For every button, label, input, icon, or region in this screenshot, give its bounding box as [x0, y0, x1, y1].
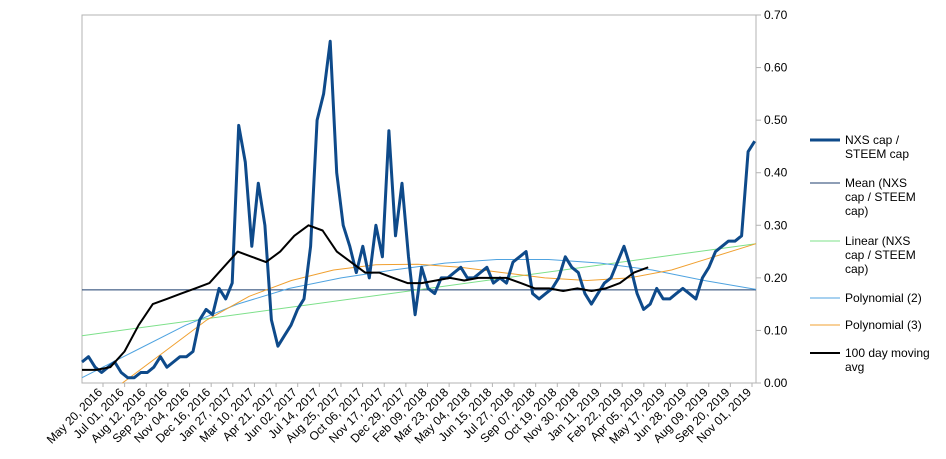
- legend-label: cap / STEEM: [845, 190, 916, 204]
- series-line-5: [82, 224, 649, 371]
- series-line-0: [81, 39, 756, 380]
- plot-border: [81, 14, 757, 384]
- series-line-4: [122, 243, 757, 384]
- y-tick-label: 0.20: [764, 271, 788, 285]
- legend-label: Linear (NXS: [845, 234, 910, 248]
- y-tick-label: 0.50: [764, 113, 788, 127]
- legend-label: STEEM cap: [845, 147, 909, 161]
- legend-label: cap): [845, 204, 868, 218]
- legend-label: Polynomial (3): [845, 318, 922, 332]
- legend-label: Mean (NXS: [845, 176, 907, 190]
- y-tick-label: 0.70: [764, 8, 788, 22]
- legend-label: NXS cap /: [845, 133, 900, 147]
- legend-label: 100 day moving: [845, 346, 930, 360]
- y-tick-label: 0.60: [764, 61, 788, 75]
- plot-area: [81, 14, 757, 384]
- y-tick-label: 0.40: [764, 166, 788, 180]
- legend-label: cap / STEEM: [845, 248, 916, 262]
- y-tick-label: 0.30: [764, 218, 788, 232]
- legend-label: cap): [845, 262, 868, 276]
- y-tick-label: 0.10: [764, 323, 788, 337]
- y-tick-label: 0.00: [764, 376, 788, 390]
- legend-label: Polynomial (2): [845, 291, 922, 305]
- legend-label: avg: [845, 360, 864, 374]
